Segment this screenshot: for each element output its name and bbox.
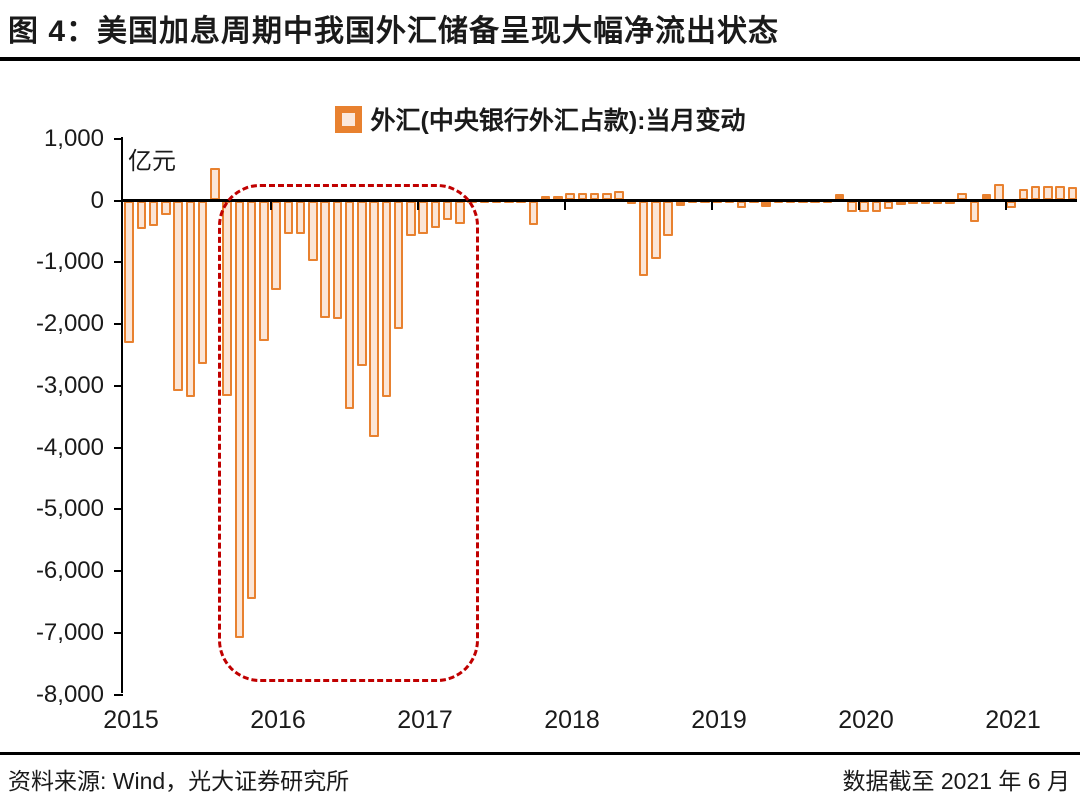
bar [185,200,196,398]
y-tick [114,261,123,264]
bar [553,196,563,201]
y-tick [114,446,123,449]
footer-source: 资料来源: Wind，光大证券研究所 [8,768,350,794]
y-tick-label: -3,000 [35,371,104,399]
bar [210,167,220,201]
bar [528,200,539,226]
bar [834,193,845,201]
bar [626,200,637,204]
title-rule [0,57,1080,61]
y-tick [114,508,123,511]
y-tick-label: -8,000 [35,680,104,708]
year-label: 2018 [544,706,600,734]
year-label: 2021 [985,706,1041,734]
zero-line [121,199,1077,202]
bar [994,183,1004,201]
year-tick [270,202,272,210]
bar [920,200,931,205]
bar [945,200,955,205]
y-tick-label: -4,000 [35,433,104,461]
year-label: 2016 [250,706,306,734]
bar [124,200,134,343]
bar [847,200,857,212]
bar [908,200,918,205]
year-tick [711,202,713,210]
year-label: 2015 [103,706,159,734]
highlight-box [218,184,479,682]
y-tick [114,323,123,325]
bar [638,200,649,276]
y-tick [114,693,123,696]
year-label: 2020 [838,706,894,734]
bar [969,200,980,223]
bar [761,200,771,208]
y-tick-label: -2,000 [35,310,104,337]
y-tick [114,384,123,387]
y-tick [114,631,123,634]
legend: 外汇(中央银行外汇占款):当月变动 [0,101,1080,137]
year-label: 2019 [691,706,747,734]
y-tick [114,570,123,572]
y-tick [114,199,123,202]
footer-rule [0,752,1080,755]
legend-label: 外汇(中央银行外汇占款):当月变动 [370,107,746,135]
year-tick [417,202,419,210]
bar [981,193,992,201]
y-tick [114,137,123,140]
bar [148,200,159,227]
legend-swatch-icon [334,105,362,133]
year-label: 2017 [397,706,453,734]
y-tick-label: -6,000 [35,557,104,584]
bar [663,200,673,237]
unit-label: 亿元 [128,148,176,175]
y-tick-label: -1,000 [35,248,104,276]
bar [675,200,686,206]
footer-cutoff: 数据截至 2021 年 6 月 [842,768,1070,794]
bar [651,200,661,260]
bar [859,200,869,213]
bar [896,200,906,206]
y-tick-label: -7,000 [35,618,104,646]
year-tick [858,202,860,210]
figure-title: 图 4：美国加息周期中我国外汇储备呈现大幅净流出状态 [8,15,780,48]
bar [871,200,882,213]
year-tick [1005,202,1007,210]
y-tick-label: -5,000 [35,495,104,523]
year-tick [564,202,566,210]
bar [173,200,183,391]
y-tick-label: 1,000 [43,124,104,152]
bar [197,200,208,364]
y-tick-label: 0 [90,186,104,214]
bar [540,196,551,201]
bar [932,200,943,204]
bar [136,200,147,229]
bar [161,200,171,215]
y-axis-line [121,137,123,693]
